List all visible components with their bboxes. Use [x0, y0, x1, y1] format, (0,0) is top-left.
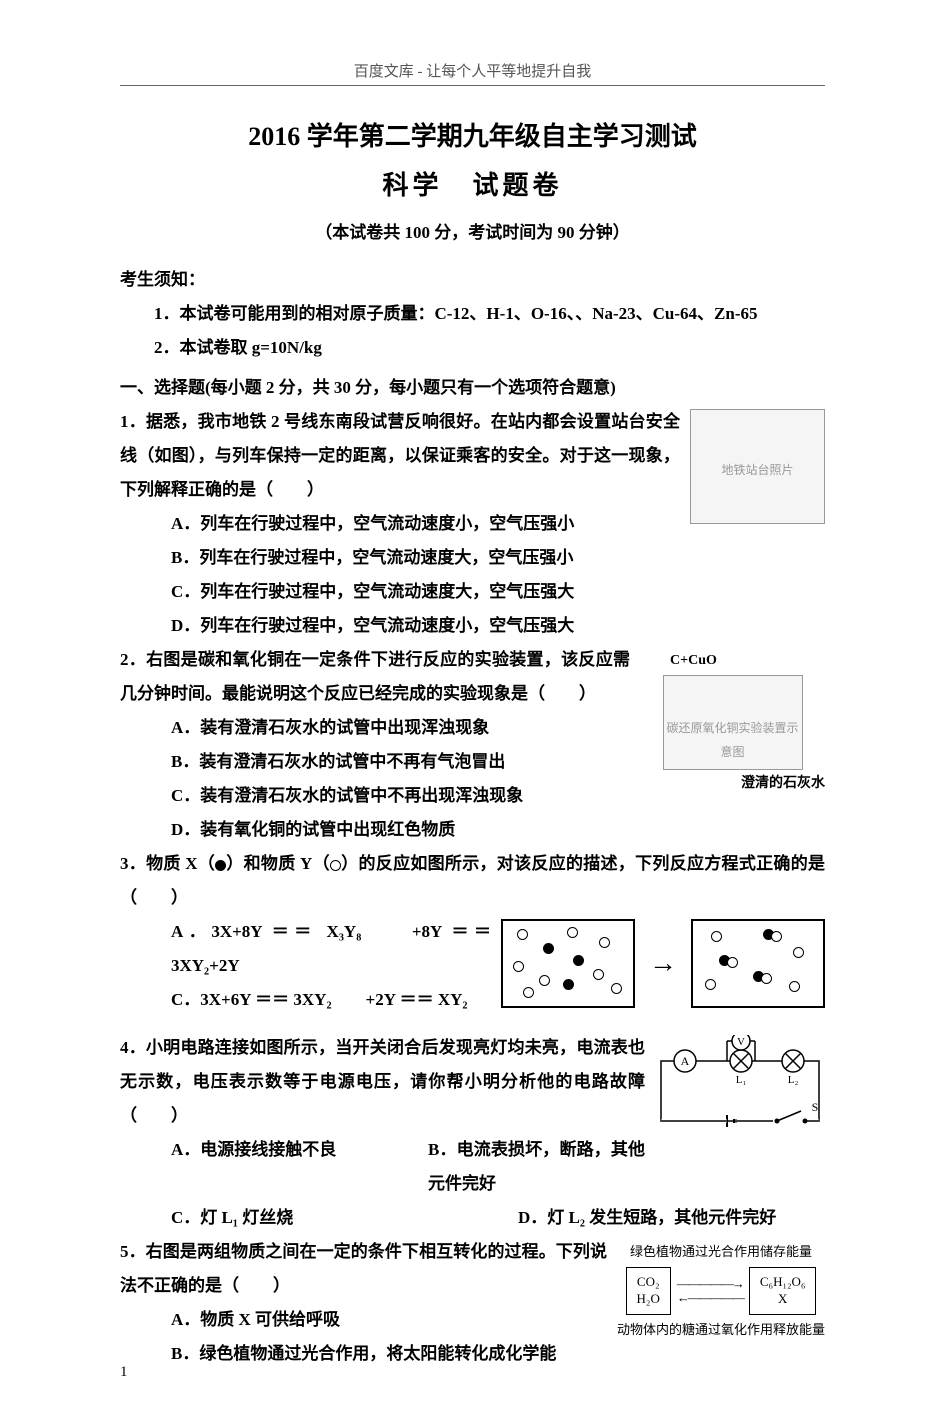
q3-stem-mid: ）和物质 Y（ — [226, 854, 330, 873]
q2-fig-label-side: 澄清的石灰水 — [640, 770, 825, 798]
notice-item-1-label: 1． — [154, 304, 180, 323]
question-3: 3．物质 X（）和物质 Y（）的反应如图所示，对该反应的描述，下列反应方程式正确… — [120, 847, 825, 1031]
svg-text:S: S — [812, 1100, 819, 1114]
q5-bottom-label: 动物体内的糖通过氧化作用释放能量 — [617, 1317, 825, 1343]
q5-right-box: C₆H₁₂O₆ X — [749, 1267, 817, 1315]
arrow-right-icon: ―――――→ — [677, 1277, 743, 1291]
svg-text:V: V — [737, 1036, 745, 1048]
q5-left-box: CO₂ H₂O — [626, 1267, 671, 1315]
q1-option-c: C．列车在行驶过程中，空气流动速度大，空气压强大 — [120, 575, 825, 609]
svg-text:A: A — [681, 1054, 690, 1068]
q1-figure: 地铁站台照片 — [690, 409, 825, 524]
q3-stem-pre: 3．物质 X（ — [120, 854, 215, 873]
q4-options-row2: C．灯 L₁ 灯丝烧 D．灯 L₂ 发生短路，其他元件完好 — [120, 1201, 825, 1235]
svg-text:L₁: L₁ — [736, 1074, 747, 1086]
section-1-heading: 一、选择题(每小题 2 分，共 30 分，每小题只有一个选项符合题意) — [120, 371, 825, 405]
question-5: 绿色植物通过光合作用储存能量 CO₂ H₂O ―――――→ ←――――― C₆H… — [120, 1235, 825, 1371]
q3-box-right — [691, 919, 825, 1008]
q4-circuit-diagram: A L₁ V L₂ — [655, 1035, 825, 1147]
notice-item-2-text: 本试卷取 g=10N/kg — [180, 338, 322, 357]
q5-arrows: ―――――→ ←――――― — [677, 1277, 743, 1306]
question-4: A L₁ V L₂ — [120, 1031, 825, 1235]
open-circle-icon — [330, 860, 341, 871]
arrow-right-icon: → — [649, 950, 677, 978]
notice-item-1-text: 本试卷可能用到的相对原子质量：C-12、H-1、O-16、、Na-23、Cu-6… — [180, 304, 758, 323]
q2-fig-label-top: C+CuO — [670, 647, 825, 675]
q3-diagram: → — [501, 919, 825, 1008]
q2-option-d: D．装有氧化铜的试管中出现红色物质 — [120, 813, 825, 847]
question-1: 地铁站台照片 1．据悉，我市地铁 2 号线东南段试营反响很好。在站内都会设置站台… — [120, 405, 825, 643]
q1-option-b: B．列车在行驶过程中，空气流动速度大，空气压强小 — [120, 541, 825, 575]
q5-left-l1: CO₂ — [637, 1274, 660, 1291]
q4-option-a: A．电源接线接触不良 — [171, 1133, 388, 1201]
q3-box-left — [501, 919, 635, 1008]
page-number: 1 — [120, 1364, 128, 1381]
exam-title-main: 2016 学年第二学期九年级自主学习测试 — [120, 116, 825, 153]
notice-heading: 考生须知： — [120, 263, 825, 297]
notice-item-2: 2．本试卷取 g=10N/kg — [120, 331, 825, 365]
site-tagline: 百度文库 - 让每个人平等地提升自我 — [120, 60, 825, 81]
q4-option-b: B．电流表损坏，断路，其他元件完好 — [428, 1133, 645, 1201]
q5-top-label: 绿色植物通过光合作用储存能量 — [617, 1239, 825, 1265]
circuit-svg: A L₁ V L₂ — [655, 1035, 825, 1135]
q5-diagram: 绿色植物通过光合作用储存能量 CO₂ H₂O ―――――→ ←――――― C₆H… — [617, 1239, 825, 1343]
q5-right-l1: C₆H₁₂O₆ — [760, 1274, 806, 1291]
notice-item-1: 1．本试卷可能用到的相对原子质量：C-12、H-1、O-16、、Na-23、Cu… — [120, 297, 825, 331]
q5-left-l2: H₂O — [637, 1291, 660, 1308]
exam-title-subject: 科学 试题卷 — [120, 165, 825, 202]
q4-option-c: C．灯 L₁ 灯丝烧 — [171, 1201, 478, 1235]
filled-circle-icon — [215, 860, 226, 871]
notice-item-2-label: 2． — [154, 338, 180, 357]
q2-figure: 碳还原氧化铜实验装置示意图 — [663, 675, 803, 770]
arrow-left-icon: ←――――― — [677, 1291, 743, 1305]
q3-stem: 3．物质 X（）和物质 Y（）的反应如图所示，对该反应的描述，下列反应方程式正确… — [120, 847, 825, 915]
q2-figure-wrap: C+CuO 碳还原氧化铜实验装置示意图 澄清的石灰水 — [640, 647, 825, 798]
svg-text:L₂: L₂ — [788, 1074, 799, 1086]
header-rule — [120, 85, 825, 86]
q5-right-l2: X — [760, 1291, 806, 1308]
question-2: C+CuO 碳还原氧化铜实验装置示意图 澄清的石灰水 2．右图是碳和氧化铜在一定… — [120, 643, 825, 847]
q4-option-d: D．灯 L₂ 发生短路，其他元件完好 — [518, 1201, 825, 1235]
q1-option-d: D．列车在行驶过程中，空气流动速度小，空气压强大 — [120, 609, 825, 643]
exam-info: （本试卷共 100 分，考试时间为 90 分钟） — [120, 218, 825, 243]
q4-options-row1: A．电源接线接触不良 B．电流表损坏，断路，其他元件完好 — [120, 1133, 645, 1201]
